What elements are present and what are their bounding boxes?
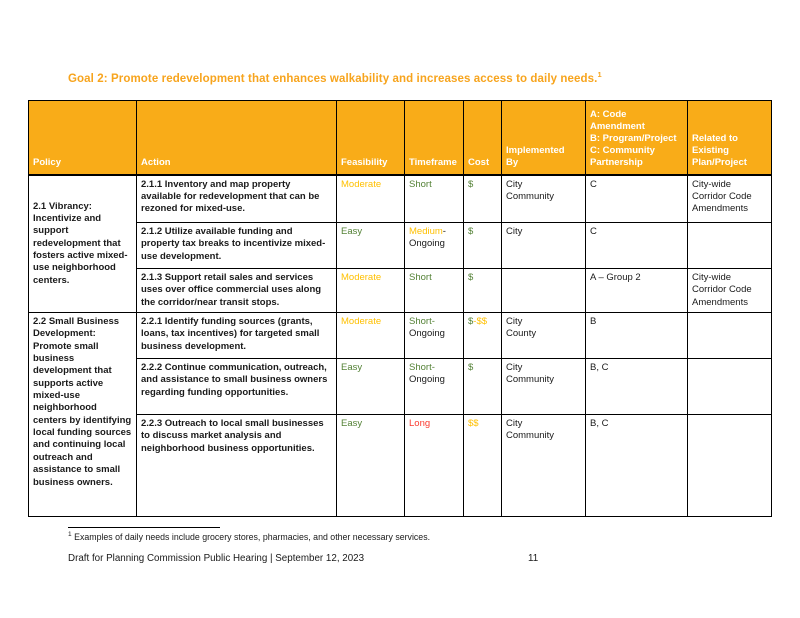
implemented-by-cell: City Community bbox=[501, 414, 586, 518]
timeframe-cell: Short-Ongoing bbox=[404, 312, 464, 360]
feasibility-cell: Moderate bbox=[336, 267, 405, 314]
feasibility-cell-value: Moderate bbox=[341, 178, 382, 190]
feasibility-cell-value: Easy bbox=[341, 362, 363, 374]
table-row: 2.2.2 Continue communication, outreach, … bbox=[29, 358, 772, 416]
timeframe-cell: Long bbox=[404, 414, 464, 518]
feasibility-cell: Easy bbox=[336, 414, 405, 518]
column-header-implemented_by: Implemented By bbox=[501, 100, 586, 176]
table-row: 2.1 Vibrancy: Incentivize and support re… bbox=[28, 173, 772, 314]
feasibility-cell-value: Moderate bbox=[341, 316, 382, 328]
feasibility-cell: Moderate bbox=[336, 312, 405, 360]
footnote: 1 Examples of daily needs include grocer… bbox=[68, 531, 708, 542]
cost-cell-value: -$$ bbox=[473, 316, 488, 328]
timeframe-cell-value: Medium bbox=[409, 226, 443, 237]
column-header-action: Action bbox=[136, 100, 337, 176]
timeframe-cell: Short-Ongoing bbox=[404, 358, 464, 416]
feasibility-cell-value: Easy bbox=[341, 418, 363, 430]
column-header-cost: Cost bbox=[463, 100, 502, 176]
column-header-feasibility: Feasibility bbox=[336, 100, 405, 176]
timeframe-cell: Medium-Ongoing bbox=[404, 222, 464, 269]
timeframe-cell-value: Ongoing bbox=[409, 374, 445, 386]
goal-title: Goal 2: Promote redevelopment that enhan… bbox=[68, 70, 768, 85]
cost-cell: $ bbox=[463, 174, 502, 223]
table-row: 2.1.3 Support retail sales and services … bbox=[29, 267, 772, 314]
footnote-divider bbox=[68, 527, 220, 528]
column-header-policy: Policy bbox=[28, 100, 137, 176]
footnote-text: Examples of daily needs include grocery … bbox=[74, 531, 431, 542]
timeframe-cell: Short bbox=[404, 174, 464, 223]
partnership-cell: B bbox=[585, 312, 688, 360]
related-cell bbox=[687, 312, 772, 360]
cost-cell: $ bbox=[463, 358, 502, 416]
cost-cell-value: $ bbox=[468, 272, 474, 283]
timeframe-cell-value: Short- bbox=[409, 362, 435, 374]
timeframe-cell-value: Short bbox=[409, 178, 432, 190]
cost-cell-value: $ bbox=[468, 226, 474, 237]
column-header-partnership: A: Code Amendment B: Program/Project C: … bbox=[585, 100, 688, 176]
action-cell: 2.1.3 Support retail sales and services … bbox=[136, 267, 337, 314]
timeframe-cell-value: -Ongoing bbox=[409, 226, 446, 250]
timeframe-cell-value: Long bbox=[409, 418, 431, 430]
page-number: 11 bbox=[528, 553, 539, 564]
related-cell: City-wide Corridor Code Amendments bbox=[687, 174, 772, 223]
cost-cell-value: $ bbox=[468, 178, 474, 190]
partnership-cell: B, C bbox=[585, 358, 688, 416]
related-cell bbox=[687, 222, 772, 269]
feasibility-cell-value: Moderate bbox=[341, 272, 382, 283]
timeframe-cell: Short bbox=[404, 267, 464, 314]
partnership-cell: C bbox=[585, 222, 688, 269]
partnership-cell: A – Group 2 bbox=[585, 267, 688, 314]
goal-title-text: Goal 2: Promote redevelopment that enhan… bbox=[68, 72, 598, 85]
related-cell: City-wide Corridor Code Amendments bbox=[687, 267, 772, 314]
cost-cell: $ bbox=[463, 222, 502, 269]
cost-cell-value: $ bbox=[468, 362, 474, 374]
action-cell: 2.1.1 Inventory and map property availab… bbox=[136, 174, 337, 223]
action-cell: 2.1.2 Utilize available funding and prop… bbox=[136, 222, 337, 269]
cost-cell-value: $ bbox=[468, 316, 474, 328]
related-cell bbox=[687, 414, 772, 518]
related-cell bbox=[687, 358, 772, 416]
goal-footnote-marker: 1 bbox=[597, 70, 602, 79]
goal2-action-table: Policy Action Feasibility Timeframe Cost Impl… bbox=[28, 100, 772, 518]
feasibility-cell: Easy bbox=[336, 222, 405, 269]
action-cell: 2.2.2 Continue communication, outreach, … bbox=[136, 358, 337, 416]
partnership-cell: B, C bbox=[585, 414, 688, 518]
table-header-row: Policy Action Feasibility Timeframe Cost Impl… bbox=[28, 100, 772, 176]
implemented-by-cell: City County bbox=[501, 312, 586, 360]
footer-draft-line: Draft for Planning Commission Public Hea… bbox=[68, 553, 365, 564]
table-row: 2.2 Small Business Development: Promote … bbox=[28, 312, 772, 518]
column-header-timeframe: Timeframe bbox=[404, 100, 464, 176]
table-row: 2.1.2 Utilize available funding and prop… bbox=[29, 222, 772, 269]
cost-cell: $-$$ bbox=[463, 312, 502, 360]
policy-cell: 2.1 Vibrancy: Incentivize and support re… bbox=[28, 173, 137, 314]
timeframe-cell-value: Short bbox=[409, 272, 432, 283]
action-cell: 2.2.1 Identify funding sources (grants, … bbox=[136, 312, 337, 360]
partnership-cell: C bbox=[585, 174, 688, 223]
feasibility-cell: Moderate bbox=[336, 174, 405, 223]
implemented-by-cell: City Community bbox=[501, 174, 586, 223]
timeframe-cell-value: Ongoing bbox=[409, 328, 445, 340]
feasibility-cell-value: Easy bbox=[341, 226, 363, 237]
cost-cell: $ bbox=[463, 267, 502, 314]
implemented-by-cell: City bbox=[501, 222, 586, 269]
implemented-by-cell bbox=[501, 267, 586, 314]
cost-cell: $$ bbox=[463, 414, 502, 518]
cost-cell-value: $$ bbox=[468, 418, 479, 430]
timeframe-cell-value: Short- bbox=[409, 316, 435, 328]
feasibility-cell: Easy bbox=[336, 358, 405, 416]
table-row: 2.2.3 Outreach to local small businesses… bbox=[29, 414, 772, 518]
implemented-by-cell: City Community bbox=[501, 358, 586, 416]
column-header-related: Related to Existing Plan/Project bbox=[687, 100, 772, 176]
action-cell: 2.2.3 Outreach to local small businesses… bbox=[136, 414, 337, 518]
footnote-marker: 1 bbox=[68, 531, 72, 538]
policy-cell: 2.2 Small Business Development: Promote … bbox=[28, 312, 137, 518]
